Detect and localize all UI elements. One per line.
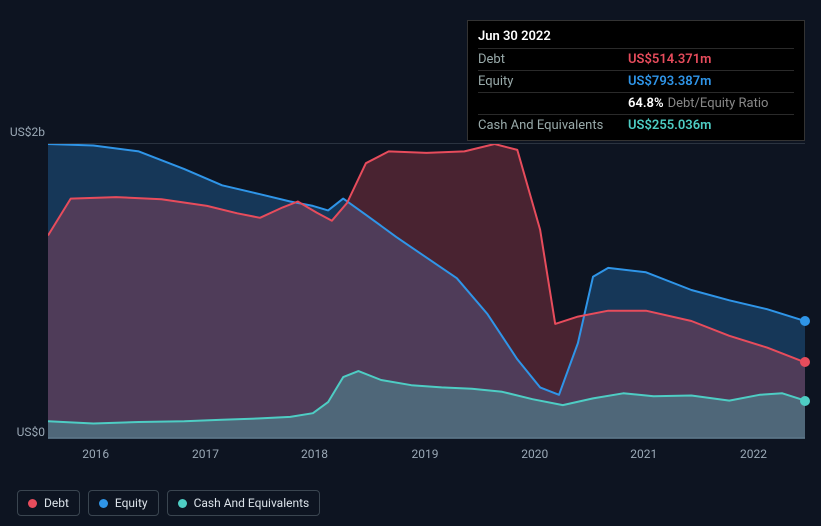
legend-label: Debt	[44, 496, 69, 510]
tooltip-row: EquityUS$793.387m	[478, 70, 794, 92]
y-axis-max-label: US$2b	[10, 125, 45, 139]
area-chart-svg	[48, 144, 805, 439]
y-axis-min-label: US$0	[17, 425, 45, 439]
legend-label: Cash And Equivalents	[194, 496, 310, 510]
legend-item[interactable]: Debt	[17, 490, 80, 516]
tooltip-label	[478, 96, 628, 111]
legend-dot-icon	[99, 499, 108, 508]
x-axis-tick: 2020	[521, 447, 548, 461]
tooltip-date: Jun 30 2022	[478, 27, 794, 48]
legend-dot-icon	[28, 499, 37, 508]
tooltip-value: 64.8%	[628, 96, 664, 111]
tooltip-suffix: Debt/Equity Ratio	[668, 96, 769, 111]
x-axis-tick: 2019	[411, 447, 438, 461]
x-axis-tick: 2016	[82, 447, 109, 461]
plot-area[interactable]	[48, 143, 805, 438]
x-axis-tick: 2017	[192, 447, 219, 461]
tooltip-label: Equity	[478, 74, 628, 89]
legend-item[interactable]: Equity	[88, 490, 159, 516]
x-axis-tick: 2021	[630, 447, 657, 461]
tooltip-value: US$514.371m	[628, 52, 711, 67]
chart-legend: Debt Equity Cash And Equivalents	[17, 490, 320, 516]
tooltip-row: 64.8% Debt/Equity Ratio	[478, 92, 794, 114]
tooltip-value: US$793.387m	[628, 74, 711, 89]
equity-end-marker-icon	[800, 316, 810, 326]
legend-dot-icon	[178, 499, 187, 508]
tooltip-label: Debt	[478, 52, 628, 67]
cash-end-marker-icon	[800, 396, 810, 406]
legend-item[interactable]: Cash And Equivalents	[167, 490, 321, 516]
x-axis: 2016 2017 2018 2019 2020 2021 2022	[48, 447, 805, 467]
chart-container: US$2b US$0 2016201720182019202020212022	[17, 125, 805, 475]
chart-tooltip: Jun 30 2022 DebtUS$514.371mEquityUS$793.…	[467, 20, 805, 141]
tooltip-row: DebtUS$514.371m	[478, 48, 794, 70]
x-axis-tick: 2018	[301, 447, 328, 461]
x-axis-tick: 2022	[740, 447, 767, 461]
debt-end-marker-icon	[800, 357, 810, 367]
legend-label: Equity	[115, 496, 148, 510]
